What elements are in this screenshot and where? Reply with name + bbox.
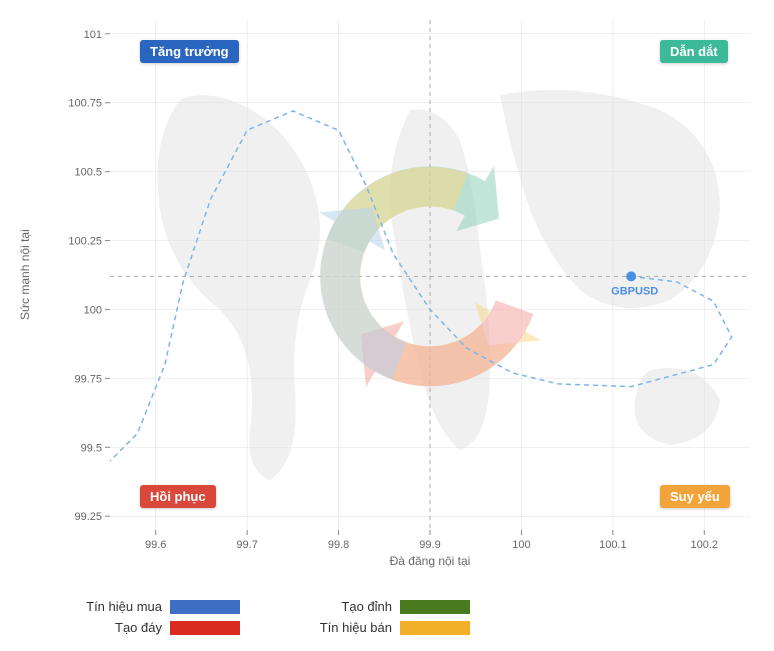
svg-text:99.5: 99.5 [81, 442, 102, 454]
quadrant-bottom-right: Suy yếu [660, 485, 730, 508]
legend-item: Tín hiệu mua [10, 599, 240, 614]
quadrant-top-left: Tăng trưởng [140, 40, 239, 63]
svg-text:101: 101 [84, 29, 102, 41]
svg-text:100: 100 [84, 304, 102, 316]
svg-text:100.5: 100.5 [74, 167, 102, 179]
legend-label: Tín hiệu mua [86, 599, 162, 614]
legend-swatch [170, 621, 240, 635]
svg-text:100.25: 100.25 [68, 236, 102, 248]
legend-item: Tín hiệu bán [240, 620, 470, 635]
svg-text:99.8: 99.8 [328, 539, 349, 551]
svg-text:100.1: 100.1 [599, 539, 627, 551]
svg-text:GBPUSD: GBPUSD [611, 285, 658, 297]
legend-label: Tạo đỉnh [341, 599, 392, 614]
legend-label: Tạo đáy [115, 620, 162, 635]
quadrant-bottom-left: Hồi phục [140, 485, 216, 508]
svg-text:100.2: 100.2 [691, 539, 719, 551]
svg-text:99.9: 99.9 [419, 539, 440, 551]
svg-text:99.25: 99.25 [74, 511, 102, 523]
legend-swatch [400, 621, 470, 635]
legend: Tín hiệu mua Tạo đỉnh Tạo đáy Tín hiệu b… [10, 599, 510, 641]
y-axis-title: Sức mạnh nội tại [18, 229, 32, 320]
svg-text:100.75: 100.75 [68, 98, 102, 110]
svg-text:Đà đăng nội tại: Đà đăng nội tại [390, 554, 471, 568]
legend-swatch [400, 600, 470, 614]
legend-item: Tạo đáy [10, 620, 240, 635]
svg-text:99.6: 99.6 [145, 539, 166, 551]
legend-item: Tạo đỉnh [240, 599, 470, 614]
svg-text:99.7: 99.7 [236, 539, 257, 551]
svg-text:100: 100 [512, 539, 530, 551]
legend-label: Tín hiệu bán [320, 620, 392, 635]
legend-swatch [170, 600, 240, 614]
svg-text:99.75: 99.75 [74, 373, 102, 385]
quadrant-top-right: Dẫn dắt [660, 40, 728, 63]
